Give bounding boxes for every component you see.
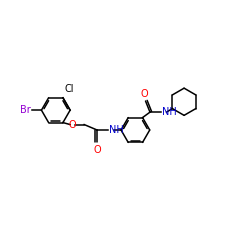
Text: NH: NH: [162, 107, 176, 117]
Text: O: O: [68, 120, 76, 130]
Text: NH: NH: [110, 125, 124, 135]
Text: O: O: [141, 89, 148, 99]
Text: Br: Br: [20, 105, 31, 115]
Text: O: O: [93, 145, 101, 155]
Text: Cl: Cl: [64, 84, 74, 94]
